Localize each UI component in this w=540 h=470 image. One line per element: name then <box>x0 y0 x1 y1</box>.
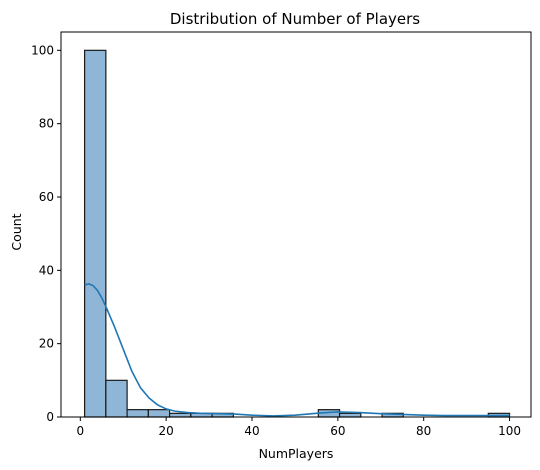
x-tick-label: 60 <box>330 424 345 438</box>
x-tick-label: 40 <box>244 424 259 438</box>
kde-curve <box>84 283 510 417</box>
y-tick-label: 40 <box>39 263 54 277</box>
histogram-bar <box>84 49 107 418</box>
kde-curve-group <box>84 283 510 417</box>
x-tick-label: 20 <box>159 424 174 438</box>
chart-title: Distribution of Number of Players <box>170 10 420 28</box>
histogram-bar <box>126 409 149 418</box>
histogram-bars <box>84 49 511 418</box>
y-axis-ticks: 0 20 40 60 80 100 <box>31 43 61 424</box>
x-tick-label: 0 <box>76 424 84 438</box>
y-tick-label: 0 <box>46 410 54 424</box>
histogram-bar <box>168 412 192 418</box>
histogram-bar <box>147 409 171 418</box>
x-tick-label: 100 <box>498 424 521 438</box>
x-axis-ticks: 0 20 40 60 80 100 <box>76 417 521 438</box>
histogram-bar <box>338 412 362 418</box>
y-tick-label: 80 <box>39 117 54 131</box>
x-tick-label: 80 <box>416 424 431 438</box>
y-tick-label: 20 <box>39 337 54 351</box>
y-tick-label: 60 <box>39 190 54 204</box>
x-axis-label: NumPlayers <box>259 446 334 461</box>
y-tick-label: 100 <box>31 43 54 57</box>
histogram-bar <box>105 379 128 418</box>
y-axis-label: Count <box>9 213 24 250</box>
plot-area-frame <box>60 31 532 418</box>
